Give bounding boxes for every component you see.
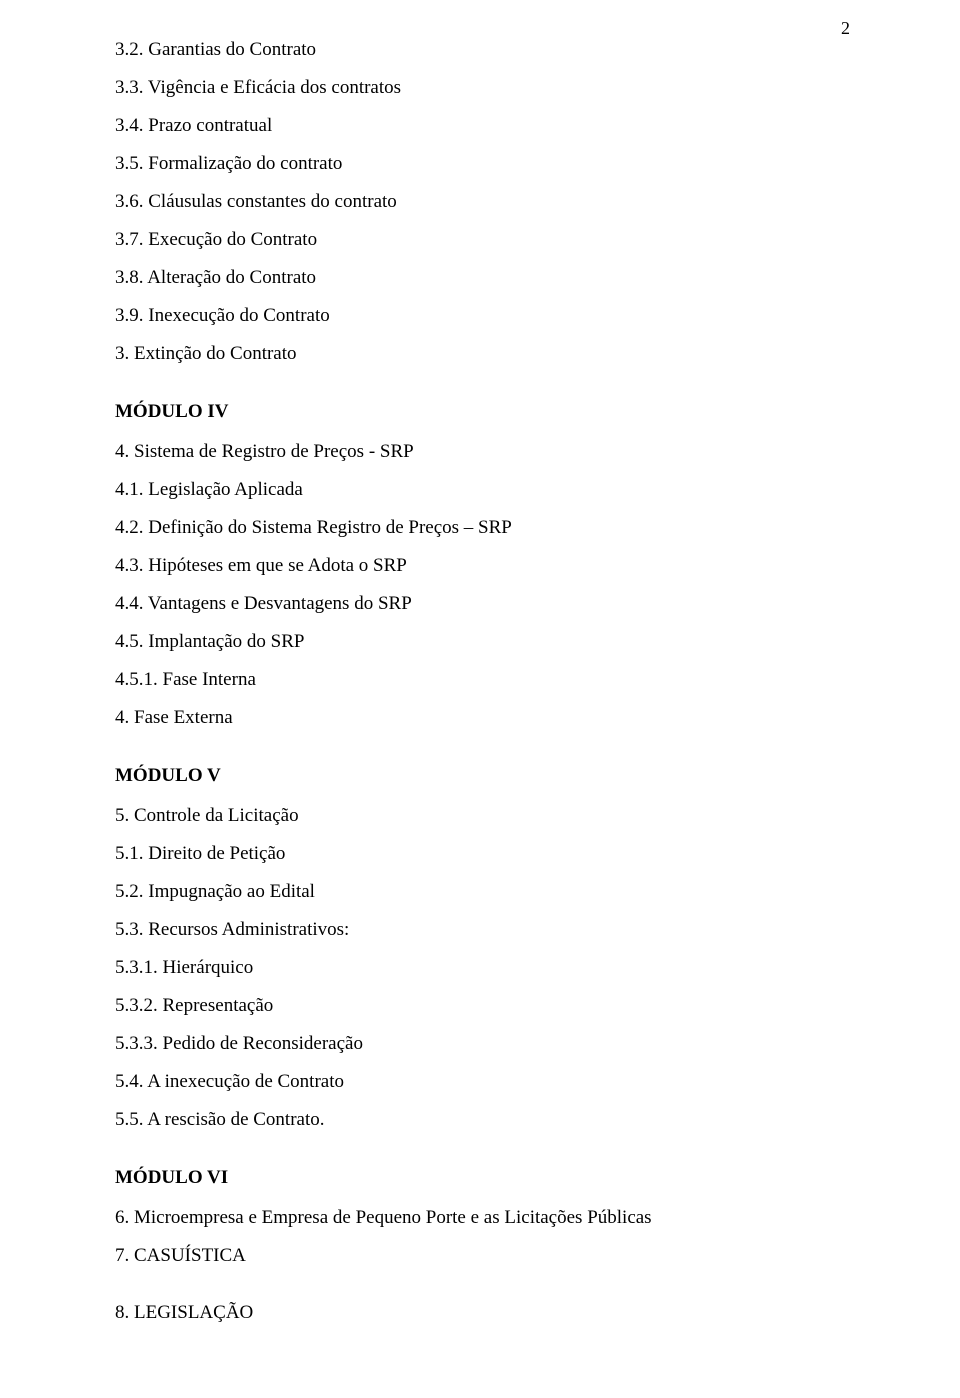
module-heading-vi: MÓDULO VI <box>115 1167 860 1189</box>
toc-item: 8. LEGISLAÇÃO <box>115 1303 860 1322</box>
toc-item: 4.1. Legislação Aplicada <box>115 480 860 499</box>
module-heading-v: MÓDULO V <box>115 765 860 787</box>
toc-item: 5.2. Impugnação ao Edital <box>115 882 860 901</box>
toc-item: 5.3. Recursos Administrativos: <box>115 920 860 939</box>
toc-item: 4.3. Hipóteses em que se Adota o SRP <box>115 556 860 575</box>
toc-item: 4.5.1. Fase Interna <box>115 670 860 689</box>
toc-item: 3. Extinção do Contrato <box>115 344 860 363</box>
toc-item: 3.3. Vigência e Eficácia dos contratos <box>115 78 860 97</box>
toc-item: 5.5. A rescisão de Contrato. <box>115 1110 860 1129</box>
toc-item: 4.5. Implantação do SRP <box>115 632 860 651</box>
toc-item: 3.7. Execução do Contrato <box>115 230 860 249</box>
toc-item: 4.2. Definição do Sistema Registro de Pr… <box>115 518 860 537</box>
toc-item: 3.9. Inexecução do Contrato <box>115 306 860 325</box>
module-heading-iv: MÓDULO IV <box>115 401 860 423</box>
toc-item: 3.6. Cláusulas constantes do contrato <box>115 192 860 211</box>
toc-item: 3.8. Alteração do Contrato <box>115 268 860 287</box>
page-number: 2 <box>841 18 850 39</box>
toc-item: 5.3.3. Pedido de Reconsideração <box>115 1034 860 1053</box>
toc-item: 5.3.2. Representação <box>115 996 860 1015</box>
toc-item: 5.3.1. Hierárquico <box>115 958 860 977</box>
toc-item: 5.1. Direito de Petição <box>115 844 860 863</box>
toc-item: 4.4. Vantagens e Desvantagens do SRP <box>115 594 860 613</box>
toc-item: 4. Sistema de Registro de Preços - SRP <box>115 442 860 461</box>
toc-item: 4. Fase Externa <box>115 708 860 727</box>
toc-item: 5. Controle da Licitação <box>115 806 860 825</box>
document-body: 3.2. Garantias do Contrato 3.3. Vigência… <box>0 0 960 1381</box>
toc-item: 7. CASUÍSTICA <box>115 1246 860 1265</box>
toc-item: 3.2. Garantias do Contrato <box>115 40 860 59</box>
toc-item: 6. Microempresa e Empresa de Pequeno Por… <box>115 1208 860 1227</box>
toc-item: 5.4. A inexecução de Contrato <box>115 1072 860 1091</box>
toc-item: 3.4. Prazo contratual <box>115 116 860 135</box>
toc-item: 3.5. Formalização do contrato <box>115 154 860 173</box>
